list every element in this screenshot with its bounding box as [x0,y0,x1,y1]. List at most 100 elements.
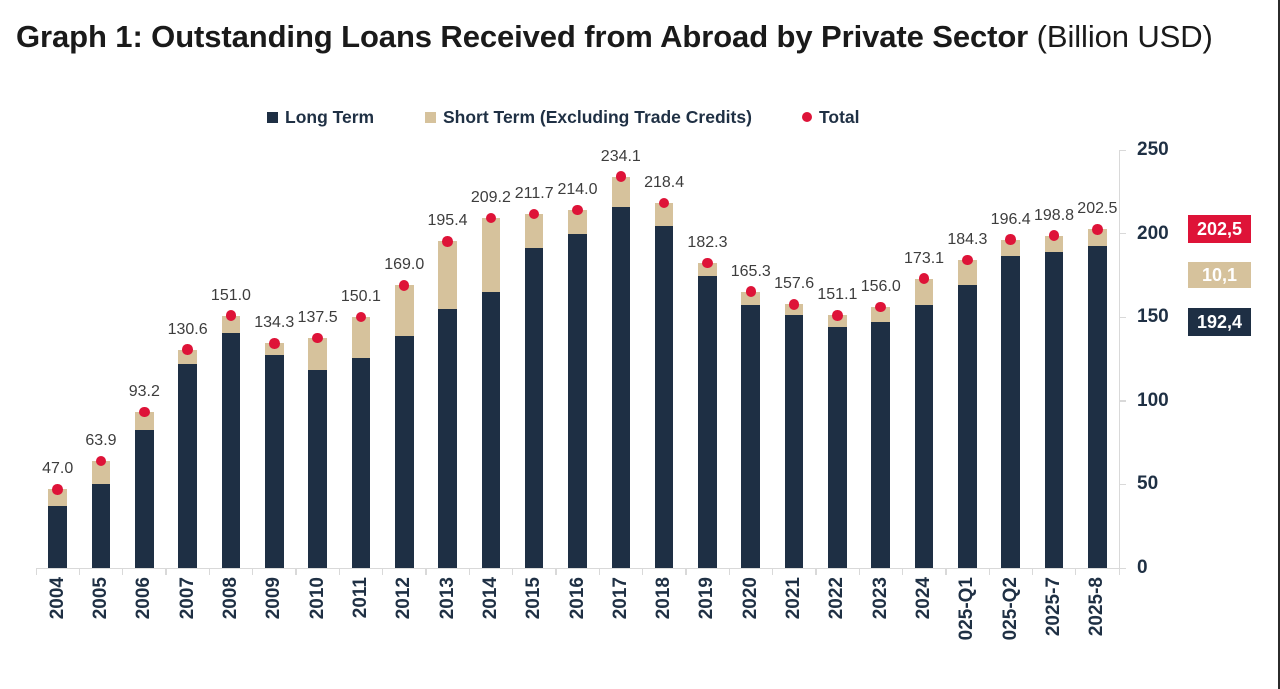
y-axis-tick [1119,316,1126,318]
y-axis-tick [1119,400,1126,402]
total-label-2012: 169.0 [384,256,425,274]
bar-segment-long-2022 [828,327,847,568]
bar-segment-long-2018 [654,225,674,568]
bar-segment-long-2004 [48,505,67,568]
legend-label: Short Term (Excluding Trade Credits) [443,106,752,127]
total-marker-2023 [875,301,886,313]
total-label-2015: 211.7 [514,185,554,203]
bar-segment-short-2012 [394,285,414,337]
total-marker-2022 [832,310,843,321]
bar-segment-long-2015 [524,247,544,568]
total-marker-2005 [95,455,107,467]
bar-segment-long-2007 [178,364,197,568]
y-axis-tick [1119,483,1126,486]
total-label-2021: 157.6 [774,275,815,293]
x-axis-tick [468,568,470,575]
callout-short-term: 10,1 [1188,262,1251,288]
x-axis-tick [988,568,990,575]
total-marker-2021 [788,299,800,310]
x-axis-tick [901,568,904,575]
total-label-025-Q1: 184.3 [947,230,988,248]
legend-label: Long Term [285,106,375,127]
total-label-025-Q2: 196.4 [990,210,1031,228]
bar-segment-long-2013 [438,309,457,568]
total-marker-025-Q2 [1005,234,1016,245]
total-marker-2019 [702,257,713,269]
x-axis-label-2012: 2012 [393,577,415,620]
total-marker-2004 [52,484,63,495]
x-axis-tick [685,568,687,575]
x-axis-label-2021: 2021 [783,577,805,620]
x-axis-tick [945,568,947,575]
legend-item-total: Total [802,105,860,129]
y-axis-label-0: 0 [1137,557,1148,578]
x-axis-label-2020: 2020 [739,577,761,620]
x-axis-label-025-Q1: 025-Q1 [956,577,978,641]
total-marker-2016 [572,204,583,216]
total-marker-2018 [658,197,670,209]
x-axis-label-2013: 2013 [436,577,458,620]
x-axis-tick [1075,568,1077,575]
x-axis-label-2015: 2015 [523,577,545,620]
bar-segment-long-2012 [394,336,414,568]
bar-segment-long-2016 [568,234,587,568]
chart-title-main: Graph 1: Outstanding Loans Received from… [16,19,1029,54]
total-marker-2017 [615,171,627,182]
bar-segment-long-2008 [221,332,241,568]
total-marker-2024 [918,273,930,284]
legend-marker-square-icon [267,111,278,123]
bar-segment-long-2005 [91,483,111,568]
legend-item-long-term: Long Term [267,105,374,129]
bar-segment-short-2009 [264,343,284,355]
x-axis-tick [338,568,341,575]
total-label-2024: 173.1 [904,249,945,267]
x-axis-tick [165,568,167,575]
total-label-2004: 47.0 [42,460,74,478]
total-marker-2011 [355,311,367,323]
total-label-2005: 63.9 [85,432,117,450]
bar-segment-long-2025-7 [1044,252,1064,568]
x-axis-tick [1118,568,1120,575]
legend-item-short-term-excluding-trade-credits: Short Term (Excluding Trade Credits) [425,105,752,129]
x-axis-label-2018: 2018 [653,577,675,620]
x-axis-tick [1031,568,1034,575]
y-axis-label-200: 200 [1137,222,1169,244]
x-axis-tick [122,568,124,575]
bar-segment-short-2024 [914,278,934,305]
total-marker-2025-7 [1048,230,1060,241]
x-axis-label-2007: 2007 [176,577,198,620]
x-axis-tick [641,568,644,575]
bar-segment-long-2023 [871,322,891,568]
total-marker-2009 [269,338,280,349]
total-marker-2013 [442,236,453,247]
chart-title: Graph 1: Outstanding Loans Received from… [16,18,1213,57]
total-label-2009: 134.3 [254,314,295,332]
total-marker-025-Q1 [962,254,973,266]
y-axis-line [1118,150,1120,568]
total-marker-2006 [139,406,150,418]
bar-segment-short-2016 [568,210,587,235]
total-label-2017: 234.1 [600,147,641,165]
x-axis-tick [555,568,557,575]
y-axis-label-50: 50 [1137,473,1159,495]
x-axis-label-2004: 2004 [46,577,68,620]
x-axis-tick [425,568,427,575]
bar-segment-short-2025-7 [1044,235,1064,253]
x-axis-label-2017: 2017 [609,577,631,620]
y-axis-label-250: 250 [1137,139,1169,160]
y-axis-label-100: 100 [1137,389,1169,411]
total-label-2006: 93.2 [128,383,160,401]
x-axis-tick [382,568,384,575]
x-axis-tick [858,568,860,575]
total-label-2022: 151.1 [817,286,858,304]
legend-label: Total [819,106,860,127]
bar-segment-short-2013 [438,241,457,310]
x-axis-label-2019: 2019 [696,577,718,620]
x-axis-tick [78,568,81,575]
legend-marker-dot-icon [802,112,812,122]
bar-segment-long-025-Q1 [958,285,977,568]
x-axis-label-025-Q2: 025-Q2 [999,577,1021,641]
x-axis-label-2025-8: 2025-8 [1086,577,1108,637]
bar-segment-short-2014 [481,218,501,293]
